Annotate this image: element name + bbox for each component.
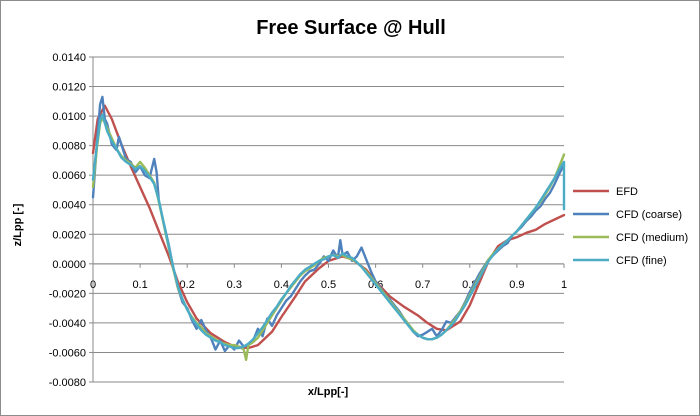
y-tick-label: 0.0100 bbox=[52, 111, 86, 123]
x-tick-label: 0.5 bbox=[321, 279, 336, 291]
y-tick-label: 0.0140 bbox=[52, 52, 86, 64]
y-tick-label: 0.0040 bbox=[52, 200, 86, 212]
legend-label: CFD (coarse) bbox=[616, 209, 682, 221]
series-line-cfd-medium bbox=[91, 116, 566, 361]
x-axis-label: x/Lpp[-] bbox=[308, 386, 349, 398]
gridlines bbox=[93, 56, 564, 383]
x-tick-label: 0.3 bbox=[227, 279, 242, 291]
x-tick-label: 0.7 bbox=[415, 279, 430, 291]
y-tick-label: 0.0000 bbox=[52, 259, 86, 271]
y-tick-label: -0.0020 bbox=[49, 288, 86, 300]
chart-title: Free Surface @ Hull bbox=[256, 17, 446, 39]
legend-label: CFD (fine) bbox=[616, 255, 667, 267]
legend: EFD CFD (coarse) CFD (medium) CFD (fine) bbox=[573, 186, 688, 267]
y-tick-label: 0.0060 bbox=[52, 170, 86, 182]
y-axis-label: z/Lpp [-] bbox=[12, 203, 24, 246]
x-tick-label: 0.4 bbox=[274, 279, 289, 291]
y-tick-label: -0.0080 bbox=[49, 377, 86, 389]
y-tick-label: -0.0060 bbox=[49, 347, 86, 359]
x-tick-label: 0.2 bbox=[180, 279, 195, 291]
x-tick-label: 0.1 bbox=[132, 279, 147, 291]
x-tick-label: 1 bbox=[561, 279, 567, 291]
y-tick-label: 0.0020 bbox=[52, 229, 86, 241]
legend-label: CFD (medium) bbox=[616, 232, 688, 244]
y-tick-label: -0.0040 bbox=[49, 318, 86, 330]
axes bbox=[89, 56, 565, 383]
legend-label: EFD bbox=[616, 186, 638, 198]
y-tick-labels: 0.0140 0.0120 0.0100 0.0080 0.0060 0.0040 0.00… bbox=[49, 52, 86, 389]
y-tick-label: 0.0120 bbox=[52, 82, 86, 94]
series-line-cfd-fine bbox=[91, 113, 566, 350]
x-tick-label: 0.9 bbox=[509, 279, 524, 291]
x-tick-labels: 0 0.1 0.2 0.3 0.4 0.5 0.6 0.7 0.8 0.9 1 bbox=[90, 279, 567, 291]
y-tick-label: 0.0080 bbox=[52, 141, 86, 153]
series-lines bbox=[91, 95, 566, 361]
x-tick-label: 0 bbox=[90, 279, 96, 291]
